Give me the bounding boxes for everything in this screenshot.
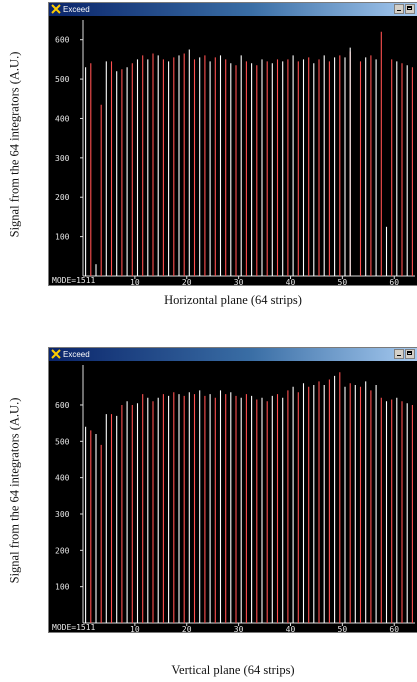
y-tick-label: 600: [55, 36, 70, 45]
y-tick-label: 100: [55, 233, 70, 242]
x-tick-label: 60: [389, 625, 399, 633]
x-tick-label: 10: [130, 278, 140, 286]
exceed-window: Exceed 100 200 300 400 500 600 10 20 30 40 50 60 MO…: [48, 2, 417, 286]
title-bar[interactable]: Exceed: [49, 348, 417, 361]
y-tick-label: 300: [55, 510, 70, 519]
x-tick-label: 20: [182, 278, 192, 286]
x-tick-label: 40: [286, 278, 296, 286]
minimize-button[interactable]: [394, 349, 404, 359]
mode-readout: MODE=1511: [52, 276, 96, 285]
x-logo-icon: [51, 349, 61, 359]
maximize-button[interactable]: [405, 4, 415, 14]
vertical-plane-panel: Signal from the 64 integrators (A.U.) Ex…: [0, 342, 417, 682]
x-tick-label: 50: [338, 278, 348, 286]
minimize-button[interactable]: [394, 4, 404, 14]
y-tick-label: 200: [55, 546, 70, 555]
y-axis-label: Signal from the 64 integrators (A.U.): [7, 51, 22, 237]
horizontal-plane-panel: Signal from the 64 integrators (A.U.) Ex…: [7, 2, 417, 307]
x-tick-label: 30: [234, 278, 244, 286]
y-tick-label: 300: [55, 154, 70, 163]
x-tick-label: 60: [389, 278, 399, 286]
window-title: Exceed: [63, 350, 90, 359]
x-tick-label: 40: [286, 625, 296, 633]
y-tick-label: 100: [55, 583, 70, 592]
title-bar[interactable]: Exceed: [49, 3, 417, 16]
signal-bar-chart: 100 200 300 400 500 600 10 20 30 40 50 60: [55, 20, 415, 286]
y-tick-label: 400: [55, 114, 70, 123]
y-axis-label: Signal from the 64 integrators (A.U.): [7, 397, 22, 583]
y-tick-label: 600: [55, 401, 70, 410]
mode-readout: MODE=1511: [52, 623, 96, 632]
y-tick-label: 400: [55, 474, 70, 483]
signal-bar-chart: 100 200 300 400 500 600 10 20 30 40 50 60: [55, 365, 415, 633]
x-tick-label: 20: [182, 625, 192, 633]
chart-caption: Vertical plane (64 strips): [171, 663, 295, 677]
maximize-button[interactable]: [405, 349, 415, 359]
x-tick-label: 50: [338, 625, 348, 633]
chart-caption: Horizontal plane (64 strips): [164, 293, 302, 307]
exceed-window: Exceed 100 200 300 400 500 600 10 20 30 40 50 60 MO…: [48, 347, 417, 633]
y-tick-label: 500: [55, 75, 70, 84]
window-title: Exceed: [63, 5, 90, 14]
x-logo-icon: [51, 4, 61, 14]
y-tick-label: 200: [55, 193, 70, 202]
x-tick-label: 10: [130, 625, 140, 633]
x-tick-label: 30: [234, 625, 244, 633]
y-tick-label: 500: [55, 437, 70, 446]
